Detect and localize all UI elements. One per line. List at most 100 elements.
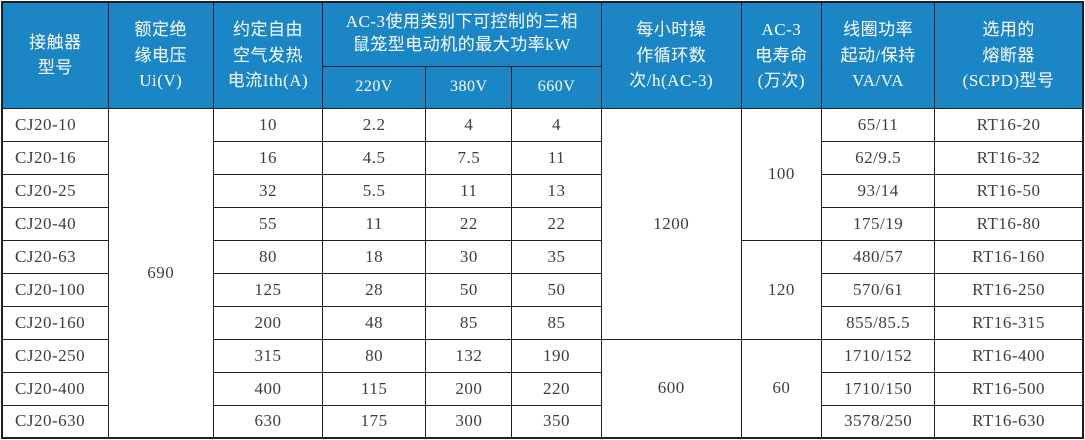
cell-power-220: 28 (322, 272, 427, 307)
header-rated-insulation-voltage: 额定绝 缘电压 Ui(V) (107, 1, 214, 109)
cell-coil: 93/14 (820, 173, 936, 208)
cell-coil: 3578/250 (820, 404, 936, 439)
cell-power-660: 50 (511, 272, 602, 307)
cell-power-220: 175 (322, 404, 427, 439)
cell-power-660: 190 (511, 338, 602, 373)
cell-ith: 16 (212, 140, 324, 175)
cell-model: CJ20-400 (1, 371, 109, 406)
header-660v: 660V (511, 65, 602, 109)
table-row: CJ20-250 315 80 132 190 600 60 1710/152 … (1, 338, 1084, 439)
cell-model: CJ20-16 (1, 140, 109, 175)
cell-power-380: 22 (425, 206, 513, 241)
cell-model: CJ20-10 (1, 107, 109, 142)
header-ac3-electrical-life: AC-3 电寿命 (万次) (740, 1, 822, 109)
cell-cycles-merged: 600 (600, 338, 742, 439)
cell-rated-voltage-merged: 690 (107, 107, 214, 439)
cell-power-660: 22 (511, 206, 602, 241)
cell-power-380: 30 (425, 239, 513, 274)
cell-ith: 10 (212, 107, 324, 142)
cell-fuse: RT16-80 (934, 206, 1084, 241)
header-coil-power: 线圈功率 起动/保持 VA/VA (820, 1, 936, 109)
cell-power-660: 350 (511, 404, 602, 439)
table-row: CJ20-40 55 11 22 22 175/19 RT16-80 (1, 206, 1084, 241)
cell-model: CJ20-40 (1, 206, 109, 241)
cell-fuse: RT16-400 (934, 338, 1084, 373)
table-row: CJ20-16 16 4.5 7.5 11 62/9.5 RT16-32 (1, 140, 1084, 175)
cell-coil: 175/19 (820, 206, 936, 241)
cell-fuse: RT16-20 (934, 107, 1084, 142)
cell-power-380: 4 (425, 107, 513, 142)
cell-power-660: 220 (511, 371, 602, 406)
cell-fuse: RT16-500 (934, 371, 1084, 406)
table-row: CJ20-400 400 115 200 220 1710/150 RT16-5… (1, 371, 1084, 406)
cell-cycles-merged: 1200 (600, 107, 742, 340)
cell-power-660: 13 (511, 173, 602, 208)
header-row-2: 220V 380V 660V (2, 65, 1083, 109)
cell-power-660: 85 (511, 305, 602, 340)
cell-fuse: RT16-630 (934, 404, 1084, 439)
header-ac3-max-power-group: AC-3使用类别下可控制的三相 鼠笼型电动机的最大功率kW (322, 1, 602, 67)
cell-model: CJ20-63 (1, 239, 109, 274)
cell-power-380: 50 (425, 272, 513, 307)
table-row: CJ20-630 630 175 300 350 3578/250 RT16-6… (1, 404, 1084, 439)
cell-power-660: 11 (511, 140, 602, 175)
header-380v: 380V (425, 65, 513, 109)
cell-life-merged: 120 (740, 239, 822, 340)
cell-power-220: 11 (322, 206, 427, 241)
cell-coil: 570/61 (820, 272, 936, 307)
table-header: 接触器 型号 额定绝 缘电压 Ui(V) 约定自由 空气发热 电流Ith(A) … (1, 1, 1084, 109)
table-body: CJ20-10 690 10 2.2 4 4 1200 100 65/11 RT… (1, 107, 1084, 439)
cell-power-380: 85 (425, 305, 513, 340)
cell-ith: 80 (212, 239, 324, 274)
cell-power-660: 4 (511, 107, 602, 142)
cell-ith: 315 (212, 338, 324, 373)
cell-ith: 32 (212, 173, 324, 208)
cell-coil: 62/9.5 (820, 140, 936, 175)
cell-ith: 630 (212, 404, 324, 439)
cell-power-380: 200 (425, 371, 513, 406)
cell-power-380: 11 (425, 173, 513, 208)
cell-power-380: 132 (425, 338, 513, 373)
cell-power-220: 48 (322, 305, 427, 340)
cell-model: CJ20-25 (1, 173, 109, 208)
cell-coil: 855/85.5 (820, 305, 936, 340)
cell-ith: 125 (212, 272, 324, 307)
cell-fuse: RT16-32 (934, 140, 1084, 175)
cell-fuse: RT16-50 (934, 173, 1084, 208)
header-thermal-current: 约定自由 空气发热 电流Ith(A) (212, 1, 324, 109)
cell-power-220: 2.2 (322, 107, 427, 142)
cell-ith: 55 (212, 206, 324, 241)
header-row-1: 接触器 型号 额定绝 缘电压 Ui(V) 约定自由 空气发热 电流Ith(A) … (1, 1, 1084, 109)
table-row: CJ20-100 125 28 50 50 570/61 RT16-250 (1, 272, 1084, 307)
header-contactor-model: 接触器 型号 (1, 1, 109, 109)
cell-power-220: 18 (322, 239, 427, 274)
cell-power-220: 4.5 (322, 140, 427, 175)
cell-life-merged: 60 (740, 338, 822, 439)
cell-power-220: 80 (322, 338, 427, 373)
cell-model: CJ20-160 (1, 305, 109, 340)
cell-coil: 65/11 (820, 107, 936, 142)
cell-power-380: 300 (425, 404, 513, 439)
cell-power-380: 7.5 (425, 140, 513, 175)
cell-ith: 200 (212, 305, 324, 340)
cell-power-220: 5.5 (322, 173, 427, 208)
cell-fuse: RT16-250 (934, 272, 1084, 307)
cell-coil: 1710/152 (820, 338, 936, 373)
cell-coil: 480/57 (820, 239, 936, 274)
cell-fuse: RT16-315 (934, 305, 1084, 340)
table-row: CJ20-10 690 10 2.2 4 4 1200 100 65/11 RT… (1, 107, 1084, 439)
header-fuse-type: 选用的 熔断器 (SCPD)型号 (934, 1, 1084, 109)
cell-power-220: 115 (322, 371, 427, 406)
cell-model: CJ20-100 (1, 272, 109, 307)
cell-life-merged: 100 (740, 107, 822, 241)
header-operating-cycles: 每小时操 作循环数 次/h(AC-3) (600, 1, 742, 109)
cell-power-660: 35 (511, 239, 602, 274)
cell-ith: 400 (212, 371, 324, 406)
cell-model: CJ20-630 (1, 404, 109, 439)
header-220v: 220V (322, 65, 427, 109)
cell-model: CJ20-250 (1, 338, 109, 373)
cell-coil: 1710/150 (820, 371, 936, 406)
cell-fuse: RT16-160 (934, 239, 1084, 274)
